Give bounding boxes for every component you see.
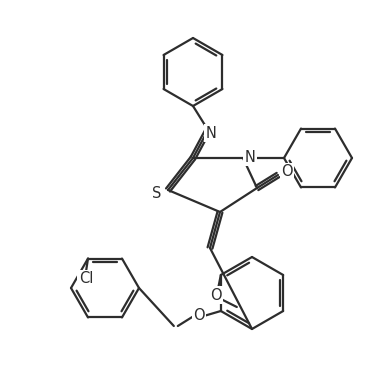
Text: O: O	[193, 308, 205, 323]
Text: N: N	[206, 125, 216, 141]
Text: S: S	[152, 186, 162, 200]
Text: O: O	[281, 164, 293, 179]
Text: O: O	[210, 288, 222, 303]
Text: Cl: Cl	[79, 271, 93, 286]
Text: N: N	[244, 149, 255, 164]
